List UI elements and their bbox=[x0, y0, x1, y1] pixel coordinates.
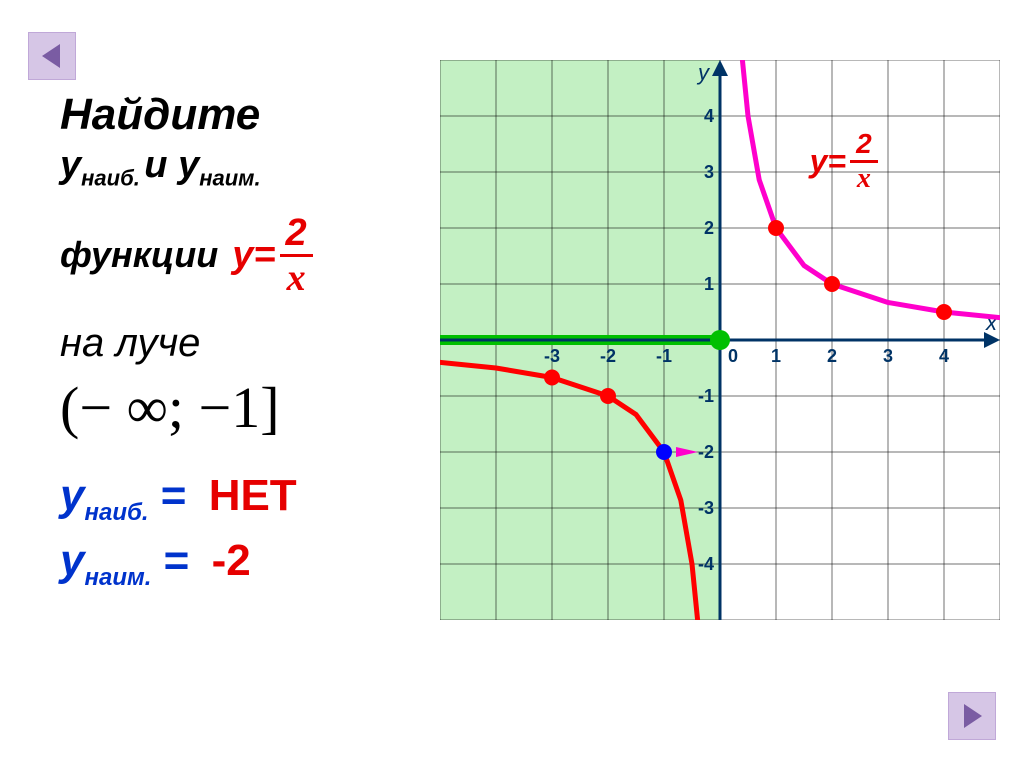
domain-line: на луче bbox=[60, 321, 440, 366]
svg-text:-3: -3 bbox=[698, 498, 714, 518]
svg-text:2: 2 bbox=[704, 218, 714, 238]
svg-text:1: 1 bbox=[704, 274, 714, 294]
function-expr: у= 2 x bbox=[232, 214, 312, 297]
svg-text:у: у bbox=[696, 60, 711, 85]
svg-text:-1: -1 bbox=[698, 386, 714, 406]
triangle-left-icon bbox=[38, 42, 66, 70]
slide: { "nav": { "prev_icon": "triangle-left",… bbox=[20, 20, 1004, 748]
svg-text:х: х bbox=[985, 310, 998, 335]
title-line-1: Найдите bbox=[60, 90, 440, 140]
svg-text:-2: -2 bbox=[600, 346, 616, 366]
answer-min: унаим. = -2 bbox=[60, 536, 440, 592]
function-line: функции у= 2 x bbox=[60, 214, 440, 297]
svg-text:4: 4 bbox=[939, 346, 949, 366]
nav-next-button[interactable] bbox=[948, 692, 996, 740]
interval-expr: (− ∞; −1] bbox=[60, 374, 440, 441]
svg-text:-4: -4 bbox=[698, 554, 714, 574]
svg-text:3: 3 bbox=[704, 162, 714, 182]
answers-block: унаиб. = НЕТ унаим. = -2 bbox=[60, 471, 440, 593]
svg-text:1: 1 bbox=[771, 346, 781, 366]
svg-text:4: 4 bbox=[704, 106, 714, 126]
svg-text:2: 2 bbox=[827, 346, 837, 366]
title-line-2: унаиб. и унаим. bbox=[60, 144, 440, 192]
svg-text:0: 0 bbox=[728, 346, 738, 366]
triangle-right-icon bbox=[958, 702, 986, 730]
chart-svg: -3 -2 -1 0 1 2 3 4 -4 -3 -2 -1 1 2 3 4 х у bbox=[440, 60, 1000, 620]
svg-text:-2: -2 bbox=[698, 442, 714, 462]
hyperbola-chart: -3 -2 -1 0 1 2 3 4 -4 -3 -2 -1 1 2 3 4 х у у= 2 x bbox=[440, 60, 1000, 620]
svg-text:-1: -1 bbox=[656, 346, 672, 366]
nav-prev-button[interactable] bbox=[28, 32, 76, 80]
curve-label: у= 2 x bbox=[810, 130, 878, 193]
svg-text:-3: -3 bbox=[544, 346, 560, 366]
answer-max: унаиб. = НЕТ bbox=[60, 471, 440, 527]
problem-text: Найдите унаиб. и унаим. функции у= 2 x н… bbox=[60, 90, 440, 602]
svg-text:3: 3 bbox=[883, 346, 893, 366]
